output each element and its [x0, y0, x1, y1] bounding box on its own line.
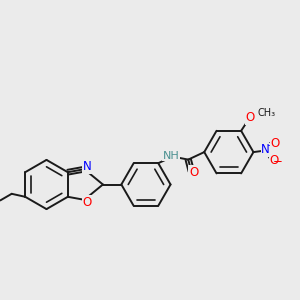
- Text: NH: NH: [163, 151, 179, 161]
- Text: +: +: [266, 141, 274, 150]
- Text: O: O: [245, 111, 255, 124]
- Text: O: O: [269, 154, 279, 167]
- Text: −: −: [273, 155, 283, 168]
- Text: N: N: [261, 143, 270, 156]
- Text: N: N: [83, 160, 92, 173]
- Text: O: O: [189, 166, 198, 179]
- Text: O: O: [83, 196, 92, 209]
- Text: O: O: [271, 137, 280, 150]
- Text: CH₃: CH₃: [258, 108, 276, 118]
